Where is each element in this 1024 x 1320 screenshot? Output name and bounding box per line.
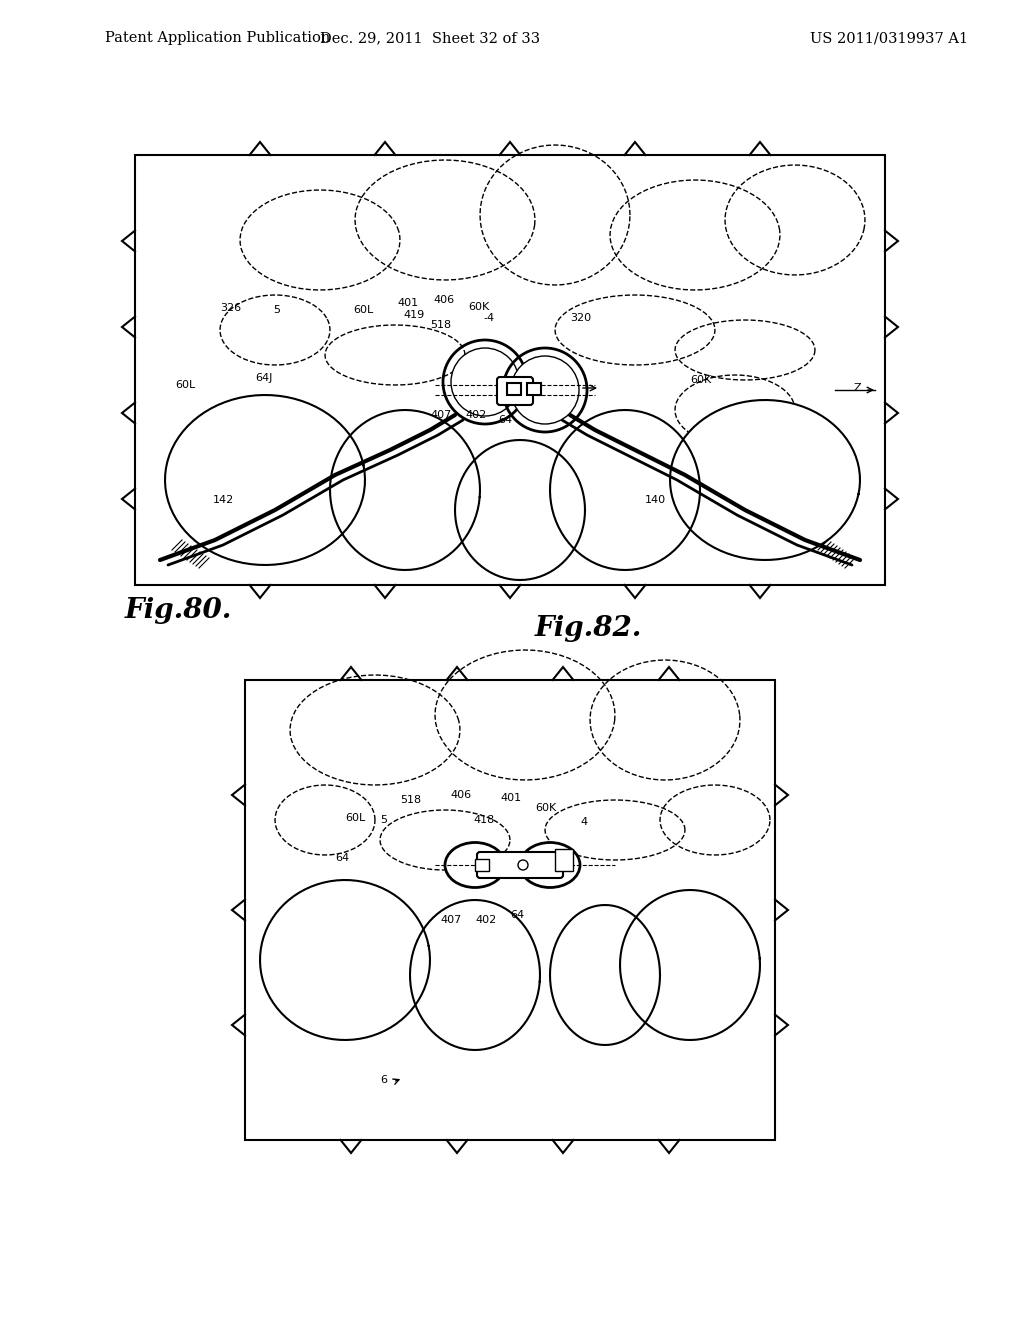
Text: 406: 406 (450, 789, 471, 800)
Polygon shape (620, 890, 760, 1040)
Text: 406: 406 (433, 294, 454, 305)
Circle shape (511, 356, 579, 424)
Text: US 2011/0319937 A1: US 2011/0319937 A1 (810, 30, 968, 45)
Text: Dec. 29, 2011  Sheet 32 of 33: Dec. 29, 2011 Sheet 32 of 33 (319, 30, 540, 45)
Text: 60K: 60K (468, 302, 489, 312)
Ellipse shape (520, 842, 580, 887)
Text: 407: 407 (440, 915, 461, 925)
Text: 60L: 60L (353, 305, 374, 315)
Text: 518: 518 (400, 795, 421, 805)
Circle shape (518, 861, 528, 870)
Bar (527, 383, 541, 395)
Text: 64: 64 (335, 853, 349, 863)
Text: Fig.80.: Fig.80. (125, 597, 232, 623)
Text: 518: 518 (430, 319, 452, 330)
Text: 418: 418 (473, 814, 495, 825)
Text: Z: Z (853, 383, 860, 393)
Text: 60L: 60L (175, 380, 196, 389)
Text: 402: 402 (465, 411, 486, 420)
Bar (507, 383, 521, 395)
Text: 6: 6 (380, 1074, 387, 1085)
Polygon shape (410, 900, 540, 1049)
Text: 320: 320 (570, 313, 591, 323)
Text: 60K: 60K (690, 375, 712, 385)
Ellipse shape (445, 842, 505, 887)
Polygon shape (165, 395, 365, 565)
Text: 60L: 60L (345, 813, 366, 822)
Text: 326: 326 (220, 304, 241, 313)
Polygon shape (455, 440, 585, 579)
Text: 64: 64 (498, 414, 512, 425)
FancyBboxPatch shape (477, 851, 563, 878)
Circle shape (451, 348, 519, 416)
Polygon shape (550, 411, 700, 570)
Bar (475, 859, 489, 871)
Text: 64: 64 (510, 909, 524, 920)
Text: 419: 419 (403, 310, 424, 319)
Text: 407: 407 (430, 411, 452, 420)
Bar (135, 154, 885, 585)
Text: 142: 142 (213, 495, 234, 506)
Text: 64J: 64J (255, 374, 272, 383)
Text: 402: 402 (475, 915, 497, 925)
Text: -4: -4 (483, 313, 495, 323)
Text: Fig.82.: Fig.82. (535, 615, 642, 642)
Bar (245, 680, 775, 1140)
Text: 401: 401 (397, 298, 418, 308)
Text: 401: 401 (500, 793, 521, 803)
Text: Patent Application Publication: Patent Application Publication (105, 30, 331, 45)
Text: 5: 5 (273, 305, 280, 315)
Bar (555, 849, 573, 871)
Text: 4: 4 (580, 817, 587, 828)
Text: 140: 140 (645, 495, 667, 506)
Polygon shape (330, 411, 480, 570)
Polygon shape (550, 906, 660, 1045)
Polygon shape (260, 880, 430, 1040)
Text: 60K: 60K (535, 803, 556, 813)
Text: 5: 5 (380, 814, 387, 825)
FancyBboxPatch shape (497, 378, 534, 405)
Polygon shape (670, 400, 860, 560)
